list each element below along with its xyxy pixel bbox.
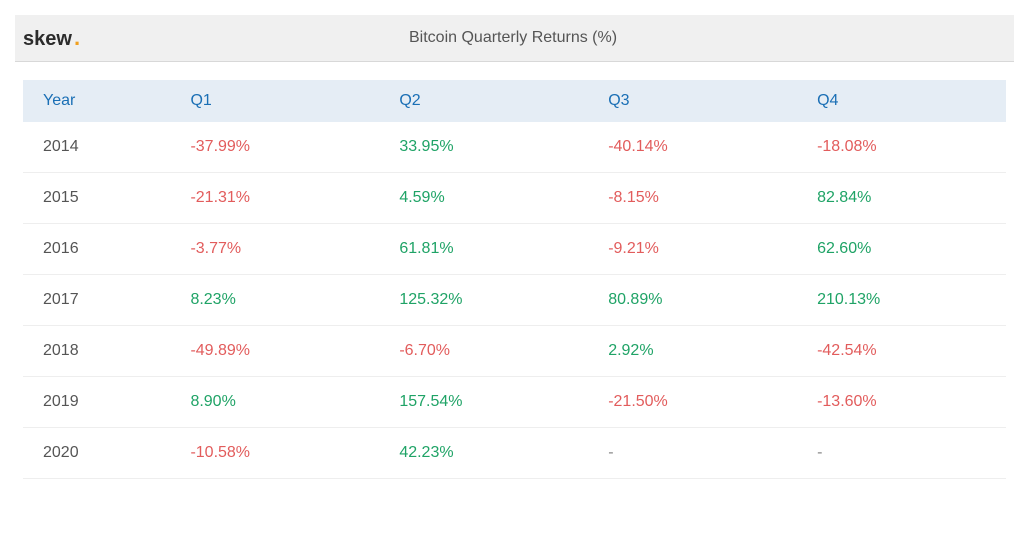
table-row: 2014-37.99%33.95%-40.14%-18.08% [23, 122, 1006, 173]
cell-q3: 2.92% [588, 326, 797, 377]
table-row: 2015-21.31%4.59%-8.15%82.84% [23, 173, 1006, 224]
cell-year: 2019 [23, 377, 170, 428]
table-row: 20178.23%125.32%80.89%210.13% [23, 275, 1006, 326]
cell-q4: 82.84% [797, 173, 1006, 224]
col-q4: Q4 [797, 80, 1006, 122]
header-bar: skew . Bitcoin Quarterly Returns (%) [15, 15, 1014, 62]
col-q1: Q1 [170, 80, 379, 122]
col-year: Year [23, 80, 170, 122]
cell-q1: -10.58% [170, 428, 379, 479]
table-container: Year Q1 Q2 Q3 Q4 2014-37.99%33.95%-40.14… [15, 80, 1014, 479]
cell-q3: 80.89% [588, 275, 797, 326]
cell-q2: -6.70% [379, 326, 588, 377]
cell-q3: -8.15% [588, 173, 797, 224]
table-row: 2018-49.89%-6.70%2.92%-42.54% [23, 326, 1006, 377]
cell-q1: 8.23% [170, 275, 379, 326]
cell-q2: 157.54% [379, 377, 588, 428]
cell-q4: -18.08% [797, 122, 1006, 173]
cell-q4: -13.60% [797, 377, 1006, 428]
table-body: 2014-37.99%33.95%-40.14%-18.08%2015-21.3… [23, 122, 1006, 479]
table-header-row: Year Q1 Q2 Q3 Q4 [23, 80, 1006, 122]
cell-q4: 210.13% [797, 275, 1006, 326]
cell-year: 2020 [23, 428, 170, 479]
cell-year: 2016 [23, 224, 170, 275]
cell-q4: - [797, 428, 1006, 479]
cell-year: 2015 [23, 173, 170, 224]
cell-q2: 61.81% [379, 224, 588, 275]
table-row: 2016-3.77%61.81%-9.21%62.60% [23, 224, 1006, 275]
cell-q3: -9.21% [588, 224, 797, 275]
cell-q3: -40.14% [588, 122, 797, 173]
cell-q1: -21.31% [170, 173, 379, 224]
cell-year: 2014 [23, 122, 170, 173]
brand-logo: skew . [23, 25, 80, 51]
cell-q2: 125.32% [379, 275, 588, 326]
brand-name: skew [23, 28, 72, 51]
cell-q4: 62.60% [797, 224, 1006, 275]
cell-q2: 4.59% [379, 173, 588, 224]
table-row: 20198.90%157.54%-21.50%-13.60% [23, 377, 1006, 428]
cell-year: 2018 [23, 326, 170, 377]
cell-q1: -37.99% [170, 122, 379, 173]
returns-table: Year Q1 Q2 Q3 Q4 2014-37.99%33.95%-40.14… [23, 80, 1006, 479]
cell-q3: -21.50% [588, 377, 797, 428]
col-q2: Q2 [379, 80, 588, 122]
col-q3: Q3 [588, 80, 797, 122]
cell-q2: 42.23% [379, 428, 588, 479]
cell-q1: 8.90% [170, 377, 379, 428]
cell-q1: -49.89% [170, 326, 379, 377]
cell-q3: - [588, 428, 797, 479]
page-title: Bitcoin Quarterly Returns (%) [80, 29, 946, 47]
cell-q4: -42.54% [797, 326, 1006, 377]
table-row: 2020-10.58%42.23%-- [23, 428, 1006, 479]
cell-year: 2017 [23, 275, 170, 326]
cell-q2: 33.95% [379, 122, 588, 173]
cell-q1: -3.77% [170, 224, 379, 275]
